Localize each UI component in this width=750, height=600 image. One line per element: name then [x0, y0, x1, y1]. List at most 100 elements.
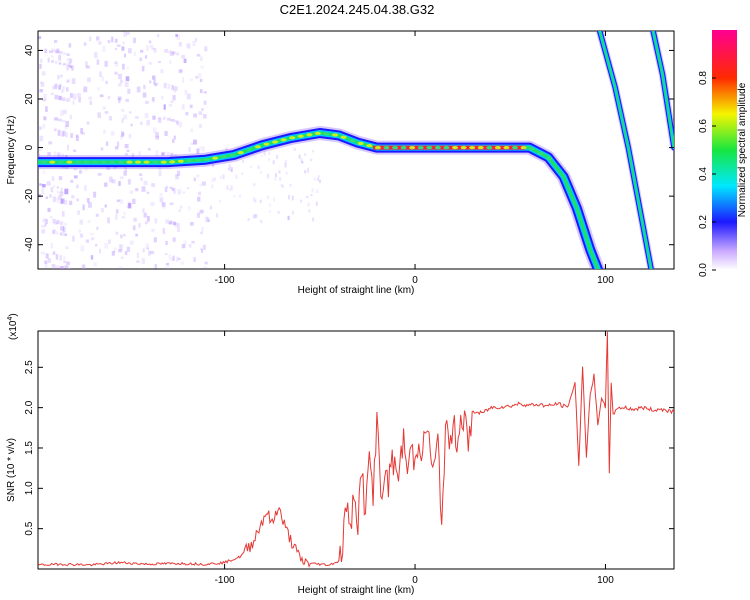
noise-speck	[39, 135, 44, 142]
noise-speck	[233, 195, 236, 198]
noise-speck	[155, 132, 159, 138]
noise-speck	[176, 256, 179, 262]
noise-speck	[268, 151, 271, 155]
noise-speck	[121, 108, 125, 112]
noise-speck	[200, 56, 203, 62]
trace-blob	[126, 160, 133, 164]
noise-speck	[104, 242, 109, 249]
noise-speck	[61, 131, 65, 137]
noise-speck	[68, 43, 72, 48]
noise-speck	[173, 221, 177, 226]
noise-speck	[199, 209, 204, 214]
trace-blob	[212, 156, 219, 160]
noise-speck	[151, 97, 155, 102]
trace-blob	[160, 160, 167, 164]
trace-blob	[392, 145, 399, 150]
noise-speck	[120, 135, 123, 140]
noise-speck	[86, 121, 90, 125]
noise-speck	[111, 179, 116, 184]
noise-speck	[54, 94, 59, 100]
noise-speck	[202, 181, 206, 186]
noise-speck	[238, 194, 241, 198]
noise-speck	[140, 177, 143, 182]
noise-speck	[45, 106, 48, 112]
noise-speck	[144, 113, 149, 118]
noise-speck	[172, 95, 176, 101]
noise-speck	[51, 55, 54, 58]
noise-speck	[84, 185, 87, 191]
noise-speck	[54, 83, 58, 89]
noise-speck	[70, 179, 74, 183]
noise-speck	[77, 210, 80, 215]
noise-speck	[203, 266, 207, 269]
trace-blob	[443, 145, 450, 150]
noise-speck	[268, 158, 271, 161]
noise-speck	[120, 176, 124, 179]
x-tick-label: -100	[215, 275, 235, 286]
noise-speck	[228, 167, 231, 171]
noise-speck	[186, 93, 191, 100]
noise-speck	[181, 54, 185, 59]
colorbar-tick-label: 0.8	[698, 71, 709, 85]
x-tick-label: 100	[597, 275, 614, 286]
noise-speck	[85, 239, 90, 243]
noise-speck	[115, 62, 119, 67]
noise-speck	[128, 203, 132, 209]
noise-speck	[284, 159, 287, 164]
noise-speck	[177, 189, 182, 195]
noise-speck	[62, 130, 66, 137]
noise-speck	[317, 177, 320, 181]
noise-speck	[63, 233, 66, 237]
noise-speck	[103, 129, 106, 134]
noise-speck	[266, 195, 269, 199]
noise-speck	[203, 113, 207, 119]
noise-speck	[169, 220, 173, 225]
noise-speck	[56, 231, 59, 235]
noise-speck	[96, 36, 100, 41]
noise-speck	[41, 71, 46, 76]
spectrogram-xlabel: Height of straight line (km)	[298, 285, 415, 296]
noise-speck	[60, 74, 63, 78]
noise-speck	[86, 65, 90, 69]
trace-blob	[280, 138, 287, 142]
trace-blob	[229, 153, 236, 157]
trace-blob	[297, 134, 304, 138]
noise-speck	[278, 170, 281, 174]
noise-speck	[67, 62, 71, 67]
noise-speck	[229, 188, 232, 192]
noise-speck	[106, 164, 111, 171]
noise-speck	[139, 173, 143, 176]
noise-speck	[171, 51, 176, 55]
noise-speck	[260, 219, 263, 224]
noise-speck	[66, 98, 71, 102]
noise-speck	[254, 199, 257, 203]
noise-speck	[151, 47, 155, 50]
trace-blob	[203, 157, 210, 162]
noise-speck	[57, 75, 60, 80]
noise-speck	[307, 202, 310, 207]
noise-speck	[62, 97, 66, 102]
noise-speck	[104, 111, 109, 114]
trace-blob	[314, 131, 321, 135]
colorbar-tick-label: 0.4	[698, 167, 709, 181]
noise-speck	[108, 115, 112, 121]
noise-speck	[211, 184, 214, 189]
noise-speck	[79, 219, 83, 225]
noise-speck	[69, 65, 73, 69]
noise-speck	[51, 176, 55, 181]
noise-speck	[62, 52, 67, 56]
noise-speck	[213, 177, 216, 182]
noise-speck	[255, 213, 258, 218]
y-tick-label: 2.5	[24, 360, 35, 374]
noise-speck	[200, 247, 203, 251]
trace-blob	[143, 160, 150, 164]
noise-speck	[54, 61, 58, 64]
noise-speck	[63, 260, 67, 264]
noise-speck	[318, 179, 321, 184]
noise-speck	[124, 153, 129, 156]
noise-speck	[39, 81, 43, 84]
noise-speck	[39, 183, 43, 186]
noise-speck	[142, 248, 145, 253]
noise-speck	[162, 232, 166, 235]
noise-speck	[51, 59, 54, 63]
